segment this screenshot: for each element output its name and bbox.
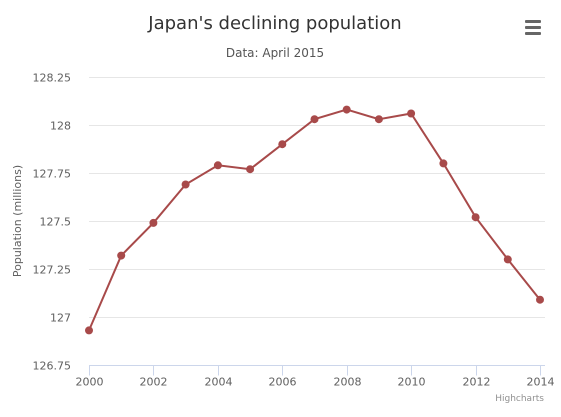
data-point[interactable] bbox=[536, 295, 544, 304]
grid-lines bbox=[89, 77, 545, 318]
x-tick-label: 2014 bbox=[527, 376, 555, 389]
x-tick-label: 2012 bbox=[463, 376, 491, 389]
hamburger-menu-icon bbox=[525, 20, 541, 35]
data-point[interactable] bbox=[407, 109, 416, 118]
y-tick-label: 127.5 bbox=[40, 216, 72, 229]
data-point[interactable] bbox=[471, 213, 480, 222]
credits-link[interactable]: Highcharts bbox=[495, 394, 544, 404]
y-tick-label: 127.75 bbox=[33, 168, 72, 181]
y-tick-label: 126.75 bbox=[33, 360, 72, 373]
x-tick-label: 2008 bbox=[334, 376, 362, 389]
data-point[interactable] bbox=[374, 115, 383, 124]
data-point[interactable] bbox=[310, 115, 319, 124]
x-tick-label: 2006 bbox=[269, 376, 297, 389]
data-point[interactable] bbox=[503, 255, 512, 264]
x-tick-label: 2002 bbox=[140, 376, 168, 389]
chart-menu-button[interactable] bbox=[518, 14, 548, 40]
x-tick-label: 2000 bbox=[76, 376, 104, 389]
data-point[interactable] bbox=[213, 161, 222, 170]
data-point[interactable] bbox=[85, 326, 93, 335]
y-axis: 126.75 127 127.25 127.5 127.75 128 128.25 bbox=[33, 72, 72, 373]
y-tick-label: 128.25 bbox=[33, 72, 72, 85]
x-axis: 2000 2002 2004 2006 2008 2010 2012 2014 bbox=[76, 365, 555, 389]
x-tick-label: 2010 bbox=[398, 376, 426, 389]
x-tick-label: 2004 bbox=[205, 376, 233, 389]
data-point[interactable] bbox=[439, 159, 448, 168]
data-point[interactable] bbox=[342, 105, 351, 114]
series-population bbox=[85, 105, 544, 335]
y-axis-title: Population (millions) bbox=[11, 165, 24, 277]
y-tick-label: 127.25 bbox=[33, 264, 72, 277]
data-point[interactable] bbox=[181, 180, 190, 189]
series-line bbox=[88, 108, 541, 331]
data-point[interactable] bbox=[149, 218, 158, 227]
data-point[interactable] bbox=[278, 140, 287, 149]
chart-title: Japan's declining population bbox=[147, 13, 401, 34]
chart-subtitle: Data: April 2015 bbox=[226, 46, 324, 60]
data-point[interactable] bbox=[246, 165, 255, 174]
y-tick-label: 128 bbox=[50, 120, 71, 133]
data-point[interactable] bbox=[117, 251, 126, 260]
y-tick-label: 127 bbox=[50, 312, 71, 325]
